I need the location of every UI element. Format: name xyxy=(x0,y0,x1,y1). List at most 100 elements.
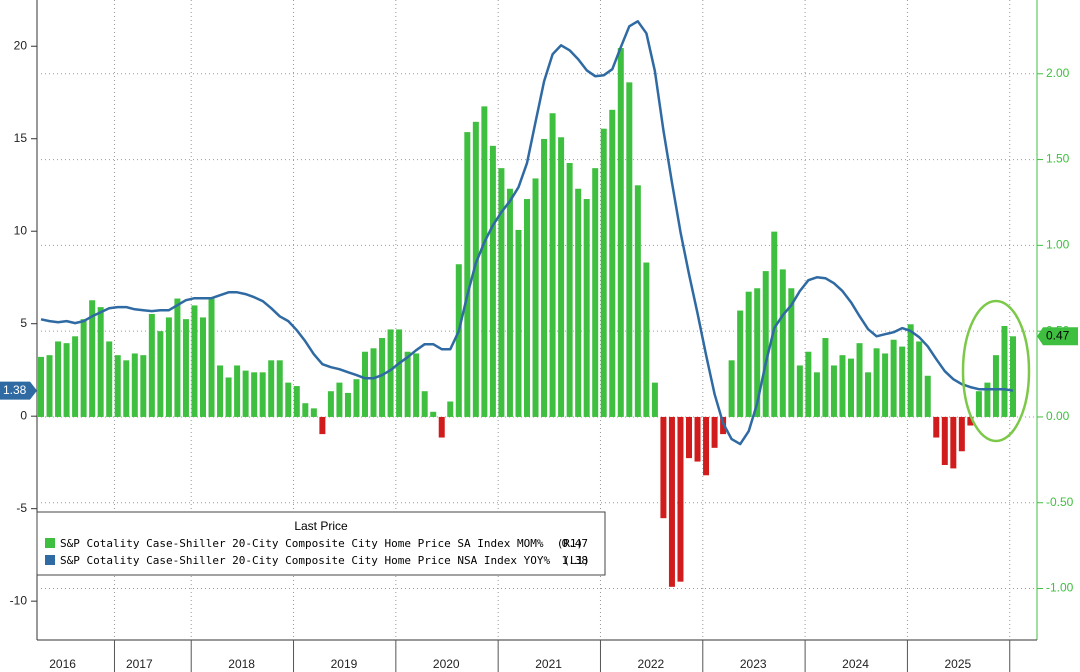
bar xyxy=(677,416,684,582)
legend-value: 1.38 xyxy=(562,554,589,567)
bar xyxy=(541,138,548,417)
bar xyxy=(916,341,923,417)
bar xyxy=(805,351,812,417)
bar xyxy=(686,416,692,459)
bar xyxy=(668,416,675,587)
bar xyxy=(72,336,79,417)
bar xyxy=(703,416,710,476)
bar xyxy=(549,113,556,417)
y-tick-label: -10 xyxy=(10,593,28,607)
y2-tick-label: 0.00 xyxy=(1046,409,1070,423)
bar xyxy=(992,355,999,417)
legend-label: S&P Cotality Case-Shiller 20-City Compos… xyxy=(60,537,583,550)
bar xyxy=(438,416,445,438)
bar xyxy=(455,264,462,417)
bar xyxy=(1001,326,1008,417)
bar xyxy=(481,106,488,417)
bar xyxy=(46,355,53,417)
last-value-label: 0.47 xyxy=(1046,328,1070,342)
bar xyxy=(430,411,437,417)
bar xyxy=(38,356,44,417)
bar xyxy=(779,269,786,417)
legend-swatch xyxy=(45,555,55,565)
legend-value: 0.47 xyxy=(562,537,589,550)
y2-tick-label: 1.00 xyxy=(1046,238,1070,252)
bar xyxy=(634,185,641,417)
legend-swatch xyxy=(45,538,55,548)
x-tick-label: 2021 xyxy=(535,657,562,671)
legend-label: S&P Cotality Case-Shiller 20-City Compos… xyxy=(60,554,590,567)
x-tick-label: 2017 xyxy=(126,657,153,671)
bar xyxy=(387,329,394,417)
bar xyxy=(165,317,172,417)
bar xyxy=(285,382,292,417)
bar xyxy=(362,351,368,417)
bar xyxy=(856,343,863,417)
bar xyxy=(848,358,854,417)
x-tick-label: 2024 xyxy=(842,657,869,671)
bar xyxy=(89,300,96,417)
y-tick-label: 5 xyxy=(20,316,27,330)
bar xyxy=(114,355,121,417)
bar xyxy=(728,360,735,417)
bar xyxy=(933,416,940,438)
bar xyxy=(353,379,360,417)
bar xyxy=(200,317,206,417)
bar xyxy=(489,145,496,417)
highlight-ellipse xyxy=(961,299,1031,443)
bar xyxy=(524,199,530,417)
bar xyxy=(788,288,795,417)
bar xyxy=(268,360,275,417)
x-tick-label: 2025 xyxy=(944,657,971,671)
legend: Last Price S&P Cotality Case-Shiller 20-… xyxy=(36,511,606,576)
bar xyxy=(123,360,130,417)
bar xyxy=(396,329,403,417)
bar xyxy=(660,416,667,519)
bar xyxy=(745,291,752,417)
bar xyxy=(754,288,761,417)
bar xyxy=(941,416,948,465)
bar xyxy=(643,262,650,417)
axes: -10-505101520-1.00-0.500.000.501.001.502… xyxy=(0,38,1078,672)
bar xyxy=(515,229,522,417)
bar xyxy=(302,403,309,417)
bar xyxy=(899,346,906,417)
bar xyxy=(404,351,411,417)
bar xyxy=(413,353,420,417)
bar xyxy=(813,372,820,417)
bar xyxy=(370,348,377,417)
legend-box xyxy=(36,511,606,576)
bar xyxy=(830,365,837,417)
bar xyxy=(617,48,624,417)
bar xyxy=(592,168,599,417)
line xyxy=(40,20,1014,446)
bar xyxy=(609,109,616,417)
bar xyxy=(217,365,224,417)
bar xyxy=(924,375,931,417)
x-tick-label: 2022 xyxy=(638,657,665,671)
bar xyxy=(157,331,164,417)
bar xyxy=(711,416,718,448)
bar xyxy=(472,121,479,417)
bar xyxy=(498,168,505,417)
bar xyxy=(865,372,872,417)
bar xyxy=(208,298,215,417)
x-tick-label: 2019 xyxy=(331,657,358,671)
bar xyxy=(225,377,232,417)
bar xyxy=(558,137,565,417)
bar xyxy=(242,370,249,417)
bar xyxy=(174,298,181,417)
y-tick-label: 0 xyxy=(20,408,27,422)
bar xyxy=(293,386,300,417)
bar xyxy=(276,360,283,417)
bar xyxy=(140,355,147,417)
bar xyxy=(55,341,62,417)
bar xyxy=(182,319,189,417)
bar xyxy=(984,382,991,417)
bar xyxy=(566,163,573,417)
bar xyxy=(336,382,343,417)
y2-tick-label: -0.50 xyxy=(1046,495,1074,509)
bar xyxy=(873,348,880,417)
bar xyxy=(506,188,513,417)
